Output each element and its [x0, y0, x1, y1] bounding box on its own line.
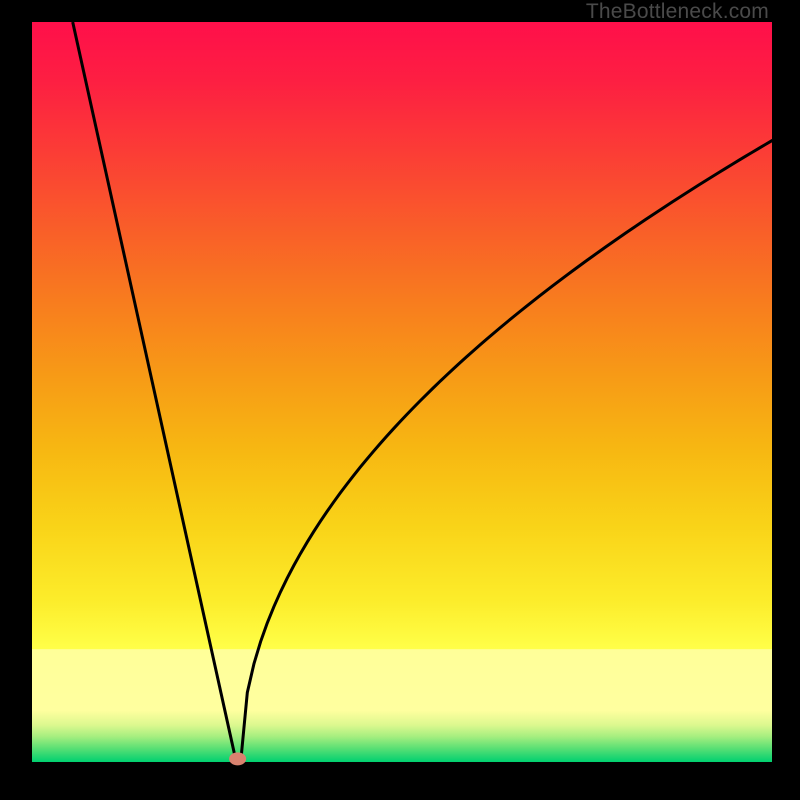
plot-area	[32, 22, 772, 762]
curve-layer	[32, 22, 772, 762]
curve-left-branch	[73, 22, 237, 762]
watermark-link[interactable]: TheBottleneck.com	[586, 0, 769, 24]
curve-right-branch	[241, 141, 772, 762]
chart-container: TheBottleneck.com	[0, 0, 800, 800]
minimum-marker	[229, 752, 247, 765]
